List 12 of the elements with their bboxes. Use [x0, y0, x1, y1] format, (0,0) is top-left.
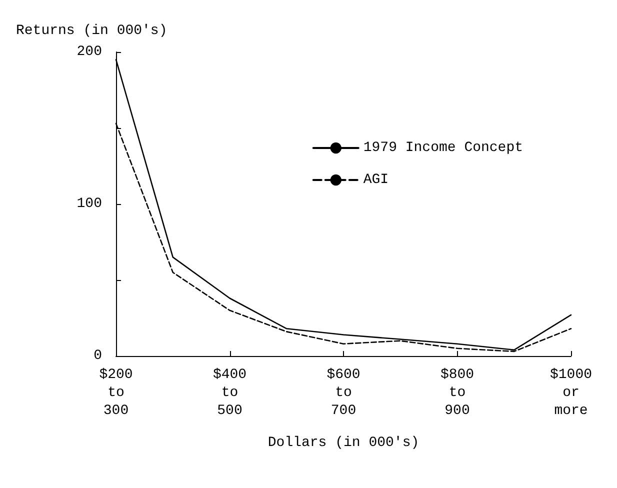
x-tick-label: $400 to 500: [212, 367, 247, 419]
x-tick-label: $600 to 700: [326, 367, 360, 419]
y-tick-label: 0: [94, 348, 102, 364]
y-tick-label: 200: [76, 44, 102, 60]
x-tick-label: $1000 or more: [550, 367, 592, 419]
x-axis-title: Dollars (in 000's): [268, 435, 420, 451]
legend-label: AGI: [363, 172, 389, 188]
x-tick-label: $200 to 300: [99, 367, 133, 419]
y-tick-label: 100: [76, 196, 102, 212]
legend-label: 1979 Income Concept: [363, 140, 524, 156]
x-tick-label: $800 to 900: [440, 367, 474, 419]
y-axis-title: Returns (in 000's): [16, 23, 168, 39]
